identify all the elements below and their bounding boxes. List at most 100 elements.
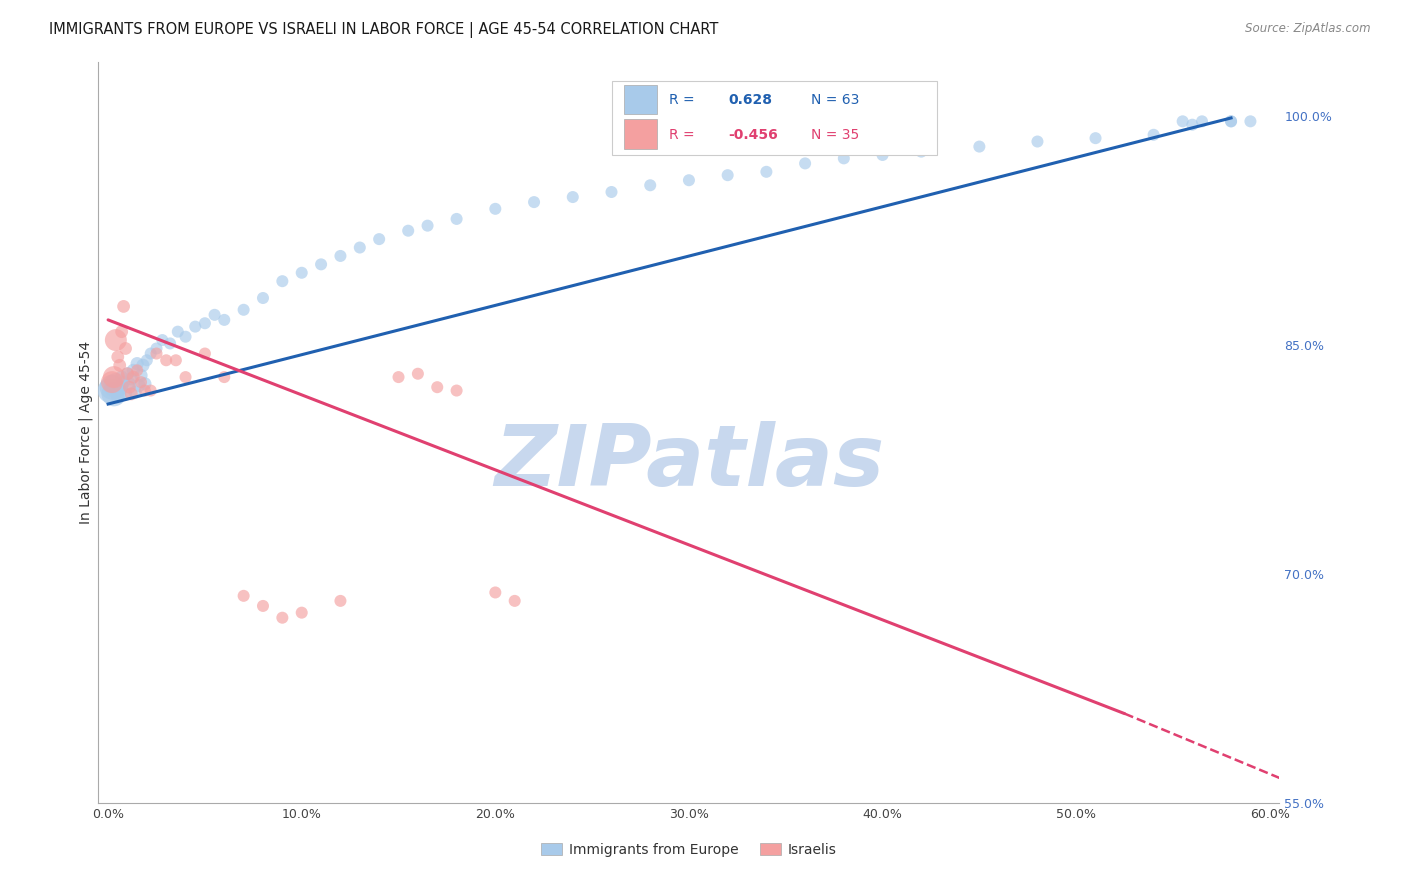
Point xyxy=(252,291,274,305)
Point xyxy=(872,148,894,162)
Text: -0.456: -0.456 xyxy=(728,128,778,142)
Point xyxy=(111,370,134,384)
Text: IMMIGRANTS FROM EUROPE VS ISRAELI IN LABOR FORCE | AGE 45-54 CORRELATION CHART: IMMIGRANTS FROM EUROPE VS ISRAELI IN LAB… xyxy=(49,22,718,38)
Point xyxy=(755,165,778,179)
Point xyxy=(150,333,173,347)
Point xyxy=(114,342,136,356)
Bar xyxy=(624,85,657,114)
Point xyxy=(204,308,226,322)
Point xyxy=(387,370,409,384)
Point xyxy=(1220,114,1243,128)
Point xyxy=(1181,118,1204,132)
Point xyxy=(309,257,332,271)
Point xyxy=(194,346,217,360)
Point xyxy=(145,342,167,356)
Point xyxy=(252,599,274,613)
Point xyxy=(112,300,135,314)
Point xyxy=(166,325,188,339)
Point xyxy=(194,316,217,330)
Point xyxy=(114,387,136,401)
Point xyxy=(101,375,124,389)
Point xyxy=(1220,114,1243,128)
Point xyxy=(127,357,149,371)
Point xyxy=(396,224,419,238)
Point xyxy=(214,313,236,327)
Text: R =: R = xyxy=(669,93,695,107)
Text: Source: ZipAtlas.com: Source: ZipAtlas.com xyxy=(1246,22,1371,36)
Point xyxy=(174,329,197,343)
Point xyxy=(120,387,142,401)
Point xyxy=(1026,135,1049,149)
Point xyxy=(349,240,371,254)
Point xyxy=(232,589,254,603)
Point xyxy=(174,370,197,384)
Point xyxy=(122,370,145,384)
Point xyxy=(638,178,661,193)
Point xyxy=(159,336,181,351)
Text: 0.628: 0.628 xyxy=(728,93,772,107)
Point xyxy=(120,372,142,386)
Point xyxy=(484,585,506,599)
Point xyxy=(132,359,155,373)
Point xyxy=(101,380,124,394)
Point xyxy=(291,606,314,620)
Point xyxy=(165,353,187,368)
Point xyxy=(446,211,468,226)
Point xyxy=(1191,114,1213,128)
Point xyxy=(108,382,131,396)
Point xyxy=(484,202,506,216)
Point xyxy=(271,611,294,625)
Point xyxy=(368,232,391,246)
Point xyxy=(291,266,314,280)
Bar xyxy=(624,120,657,149)
Point xyxy=(561,190,583,204)
Point xyxy=(124,385,146,400)
Point xyxy=(104,333,127,347)
Legend: Immigrants from Europe, Israelis: Immigrants from Europe, Israelis xyxy=(536,838,842,863)
Point xyxy=(910,145,932,159)
Point xyxy=(832,152,855,166)
Point xyxy=(184,319,207,334)
Point xyxy=(103,370,125,384)
Point xyxy=(107,390,129,404)
Point xyxy=(446,384,468,398)
Point xyxy=(129,368,152,383)
Point xyxy=(139,384,162,398)
Point xyxy=(214,370,236,384)
Point xyxy=(117,367,139,381)
Text: R =: R = xyxy=(669,128,695,142)
Text: N = 35: N = 35 xyxy=(811,128,859,142)
Point xyxy=(98,384,121,398)
Point xyxy=(678,173,700,187)
Point xyxy=(108,359,131,373)
Point xyxy=(523,195,546,210)
Point xyxy=(329,594,352,608)
Point xyxy=(329,249,352,263)
FancyBboxPatch shape xyxy=(612,81,936,155)
Point xyxy=(118,376,141,391)
Point xyxy=(406,367,429,381)
Point xyxy=(118,380,141,394)
Point xyxy=(426,380,449,394)
Point xyxy=(104,378,127,392)
Text: N = 63: N = 63 xyxy=(811,93,859,107)
Point xyxy=(503,594,526,608)
Point xyxy=(794,156,817,170)
Point xyxy=(128,378,150,392)
Point xyxy=(107,350,129,364)
Point xyxy=(145,346,167,360)
Point xyxy=(600,185,623,199)
Point xyxy=(112,375,135,389)
Point xyxy=(139,346,162,360)
Point xyxy=(416,219,439,233)
Y-axis label: In Labor Force | Age 45-54: In Labor Force | Age 45-54 xyxy=(79,341,93,524)
Point xyxy=(155,353,177,368)
Point xyxy=(117,367,139,381)
Point xyxy=(271,274,294,288)
Point xyxy=(127,363,149,377)
Point xyxy=(1239,114,1261,128)
Text: ZIPatlas: ZIPatlas xyxy=(494,421,884,504)
Point xyxy=(111,325,134,339)
Point xyxy=(134,376,156,391)
Point xyxy=(134,384,156,398)
